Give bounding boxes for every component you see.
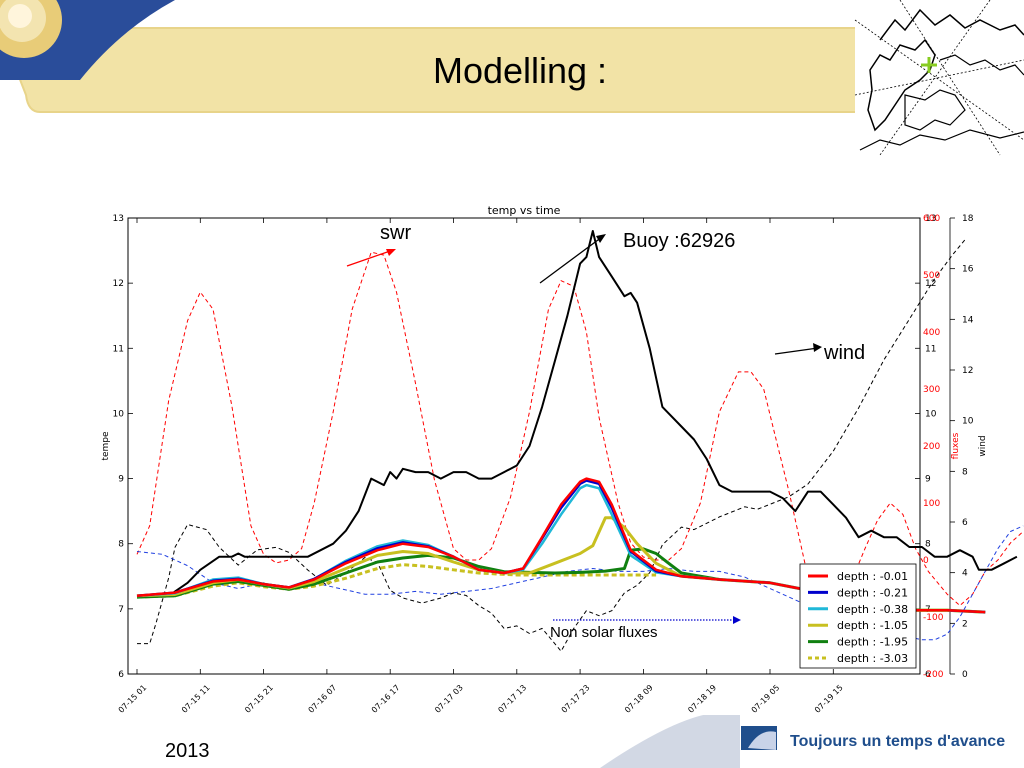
legend: depth : -0.01 depth : -0.21 depth : -0.38 d… xyxy=(799,563,917,669)
flux-tick-label: 500 xyxy=(923,271,940,281)
footer-tagline: Toujours un temps d'avance xyxy=(790,733,1006,750)
y-tick-label: 6 xyxy=(118,670,124,680)
arrow-non-solar-head xyxy=(733,616,741,624)
arrow-wind-head xyxy=(813,343,822,352)
arrow-swr xyxy=(346,249,394,267)
series-line-swr xyxy=(136,251,1024,618)
legend-label: depth : -1.95 xyxy=(837,636,908,649)
series-line-buoy-62926 xyxy=(137,230,1018,597)
wind-tick-label: 0 xyxy=(962,670,968,680)
arrow-swr-head xyxy=(386,249,396,256)
slide-year: 2013 xyxy=(165,740,210,762)
y-axis-label: tempe xyxy=(101,431,111,461)
flux-axis-label: fluxes xyxy=(951,432,961,459)
y-tick-label: 9 xyxy=(118,475,124,485)
slide-title: Modelling : xyxy=(432,50,608,91)
y-tick-label: 7 xyxy=(118,605,124,615)
map-inset xyxy=(854,0,1024,156)
annotation-wind: wind xyxy=(823,342,865,364)
y-tick-label-right: 13 xyxy=(925,214,936,224)
flux-tick-label: 0 xyxy=(923,556,929,566)
legend-box xyxy=(799,563,917,669)
series-line-depth-0-01 xyxy=(136,477,986,614)
flux-tick-label: -200 xyxy=(923,670,944,680)
series-line-wind xyxy=(137,237,967,652)
annotation-buoy: Buoy :62926 xyxy=(623,230,735,252)
corner-logo xyxy=(0,0,175,80)
wind-tick-label: 4 xyxy=(962,569,968,579)
y-tick-label-right: 12 xyxy=(925,279,936,289)
wind-tick-label: 18 xyxy=(962,214,974,224)
annotation-non-solar-fluxes: Non solar fluxes xyxy=(550,624,658,641)
legend-label: depth : -0.21 xyxy=(837,586,908,599)
flux-tick-label: 200 xyxy=(923,442,940,452)
arrow-wind xyxy=(774,347,819,355)
y-tick-label: 8 xyxy=(118,540,124,550)
flux-tick-label: 600 xyxy=(923,214,940,224)
y-tick-label-right: 8 xyxy=(925,540,931,550)
arrow-buoy-head xyxy=(596,234,606,243)
legend-label: depth : -3.03 xyxy=(837,652,908,665)
legend-label: depth : -0.38 xyxy=(837,603,908,616)
y-tick-label-right: 11 xyxy=(925,344,936,354)
title-banner xyxy=(0,27,861,113)
y-tick-label-right: 10 xyxy=(925,409,937,419)
flux-tick-label: -100 xyxy=(923,613,944,623)
wind-tick-label: 12 xyxy=(962,366,973,376)
footer-swoosh xyxy=(600,712,740,768)
y-tick-label: 12 xyxy=(113,279,124,289)
flux-tick-label: 400 xyxy=(923,328,940,338)
y-tick-label: 10 xyxy=(113,409,125,419)
wind-tick-label: 14 xyxy=(962,315,974,325)
legend-label: depth : -1.05 xyxy=(837,619,908,632)
legend-label: depth : -0.01 xyxy=(837,570,908,583)
arrow-buoy xyxy=(539,236,603,284)
flux-tick-label: 300 xyxy=(923,385,940,395)
wind-axis-label: wind xyxy=(978,435,988,456)
wind-tick-label: 6 xyxy=(962,518,968,528)
y-tick-label-right: 6 xyxy=(925,670,931,680)
flux-tick-label: 100 xyxy=(923,499,940,509)
annotation-swr: swr xyxy=(380,222,411,244)
y-tick-label: 11 xyxy=(113,344,124,354)
wind-tick-label: 10 xyxy=(962,417,974,427)
chart-title: temp vs time xyxy=(488,204,561,217)
wind-tick-label: 2 xyxy=(962,619,968,629)
plot-area xyxy=(127,217,921,675)
wind-tick-label: 8 xyxy=(962,467,968,477)
wind-tick-label: 16 xyxy=(962,265,974,275)
y-tick-label: 13 xyxy=(113,214,124,224)
y-tick-label-right: 9 xyxy=(925,475,931,485)
